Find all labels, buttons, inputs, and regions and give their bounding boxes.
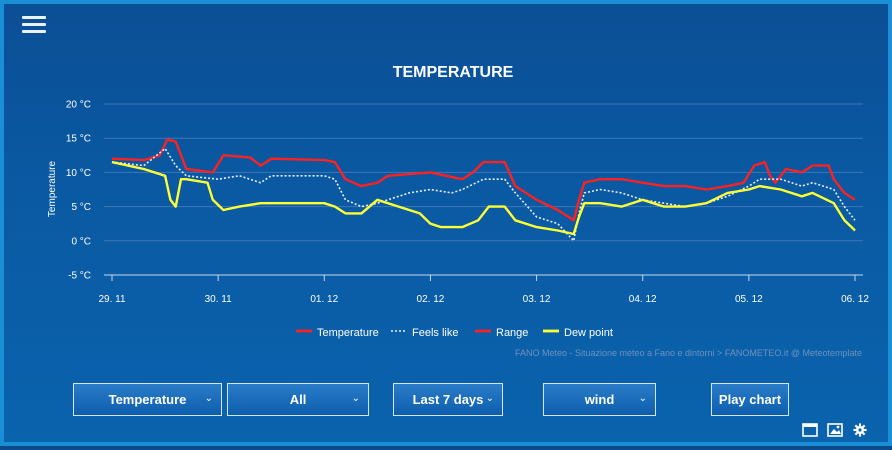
y-tick-label: -5 °C xyxy=(68,271,91,282)
gear-icon[interactable] xyxy=(852,423,868,437)
y-tick-label: 20 °C xyxy=(66,100,91,111)
x-tick-label: 05. 12 xyxy=(735,294,763,305)
x-axis: 29. 11 30. 11 01. 12 02. 12 03. 12 04. 12 05. … xyxy=(98,274,869,305)
parameter-select-value: Temperature xyxy=(108,392,187,407)
y-axis-title: Temperature xyxy=(47,160,58,217)
hamburger-menu-icon[interactable] xyxy=(22,16,46,34)
legend-item[interactable]: Feels like xyxy=(391,327,458,339)
legend-label: Feels like xyxy=(412,327,458,339)
window-icon[interactable] xyxy=(802,423,818,437)
overlay-select[interactable]: wind ⌄ xyxy=(543,383,656,416)
legend-item[interactable]: Dew point xyxy=(543,327,613,339)
x-tick-label: 30. 11 xyxy=(205,294,232,305)
legend-item[interactable]: Temperature xyxy=(296,327,379,339)
series-temperature[interactable] xyxy=(111,138,856,222)
legend-label: Dew point xyxy=(564,327,613,339)
period-select[interactable]: Last 7 days ⌄ xyxy=(393,383,503,416)
y-tick-label: 0 °C xyxy=(71,236,91,247)
play-chart-button[interactable]: Play chart xyxy=(711,383,789,416)
chevron-down-icon: ⌄ xyxy=(485,393,494,404)
legend: Temperature Feels like Range Dew point xyxy=(296,327,613,339)
play-chart-label: Play chart xyxy=(718,392,782,407)
chevron-down-icon: ⌄ xyxy=(204,393,213,404)
x-tick-label: 04. 12 xyxy=(629,294,657,305)
series-dew-point[interactable] xyxy=(111,160,856,236)
chevron-down-icon: ⌄ xyxy=(351,393,360,404)
series-feels-like[interactable] xyxy=(111,147,856,242)
y-tick-label: 15 °C xyxy=(66,134,91,145)
chevron-down-icon: ⌄ xyxy=(638,393,647,404)
y-axis: 20 °C 15 °C 10 °C 5 °C 0 °C -5 °C xyxy=(66,100,91,282)
range-select[interactable]: All ⌄ xyxy=(227,383,369,416)
parameter-select[interactable]: Temperature ⌄ xyxy=(73,383,222,416)
x-tick-label: 06. 12 xyxy=(841,294,869,305)
chart-title: TEMPERATURE xyxy=(393,64,514,81)
chart-credits[interactable]: FANO Meteo - Situazione meteo a Fano e d… xyxy=(515,348,862,358)
legend-item[interactable]: Range xyxy=(475,327,528,339)
range-select-value: All xyxy=(289,392,307,407)
x-tick-label: 29. 11 xyxy=(98,294,125,305)
legend-label: Temperature xyxy=(317,327,379,339)
series-layer xyxy=(111,138,856,242)
overlay-select-value: wind xyxy=(584,392,615,407)
legend-label: Range xyxy=(496,327,528,339)
y-tick-label: 5 °C xyxy=(71,202,91,213)
x-tick-label: 02. 12 xyxy=(417,294,445,305)
x-tick-label: 01. 12 xyxy=(310,294,338,305)
x-tick-label: 03. 12 xyxy=(523,294,551,305)
image-icon[interactable] xyxy=(827,423,843,437)
temperature-chart: TEMPERATURE 20 °C 15 °C 10 °C 5 °C 0 °C -5 °C… xyxy=(47,64,869,358)
period-select-value: Last 7 days xyxy=(412,392,484,407)
y-tick-label: 10 °C xyxy=(66,168,91,179)
